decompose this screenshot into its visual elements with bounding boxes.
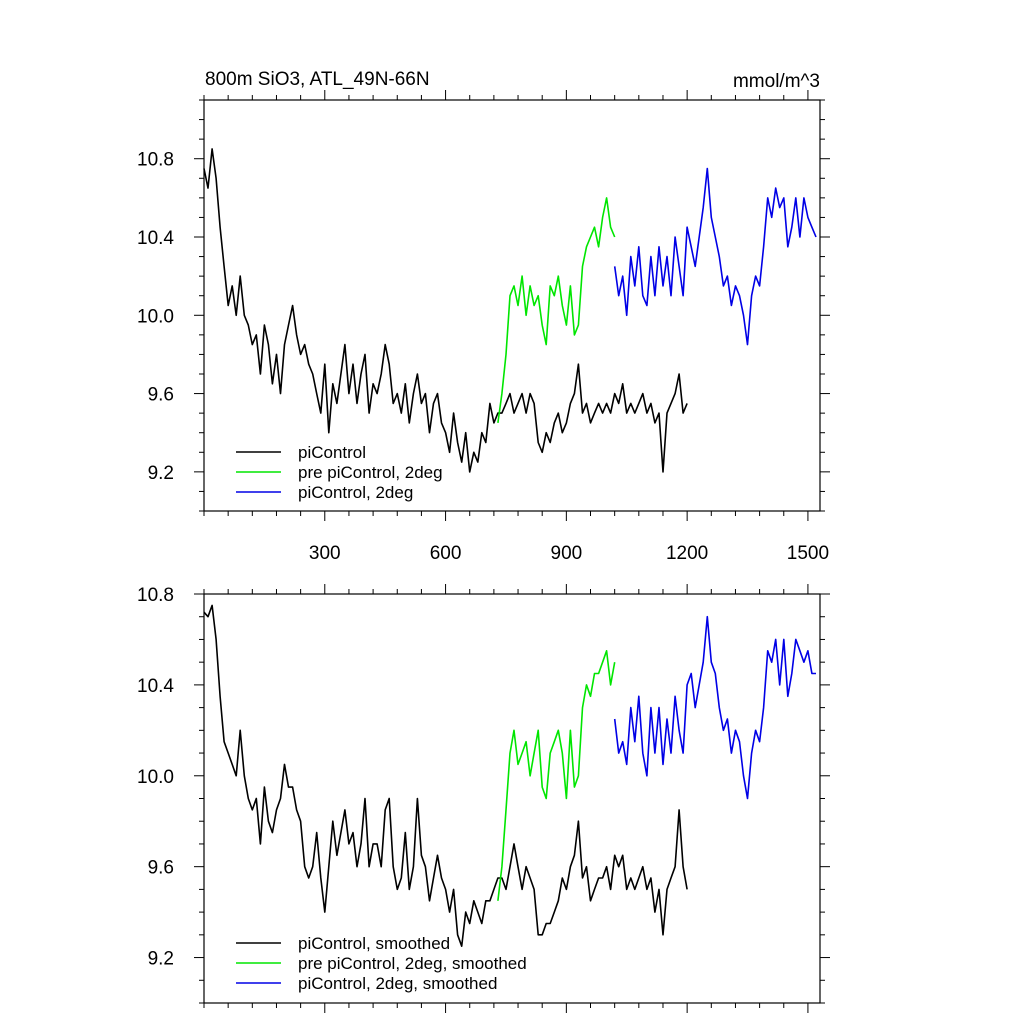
x-tick-label: 1500 xyxy=(787,543,829,564)
legend-label: pre piControl, 2deg, smoothed xyxy=(298,954,527,973)
x-tick-label: 300 xyxy=(309,543,341,564)
y-tick-label: 9.2 xyxy=(148,463,174,484)
chart-units: mmol/m^3 xyxy=(733,71,820,92)
series-line-2 xyxy=(613,167,817,346)
series-line-2 xyxy=(613,615,816,800)
y-tick-label: 10.4 xyxy=(137,228,174,249)
plot-frame xyxy=(203,99,821,512)
series-line-1 xyxy=(497,197,616,424)
x-tick-label: 900 xyxy=(551,543,583,564)
legend-label: pre piControl, 2deg xyxy=(298,463,443,482)
top-panel: 800m SiO3, ATL_49N-66N mmol/m^3 300 600 90… xyxy=(137,69,830,564)
y-tick-label: 9.2 xyxy=(148,949,174,970)
y-tick-label: 10.0 xyxy=(137,306,174,327)
y-tick-label: 10.8 xyxy=(137,150,174,171)
series-layer xyxy=(203,604,816,947)
axes-layer: 9.2 9.6 10.0 10.4 10.8 xyxy=(137,584,830,1013)
y-tick-label: 9.6 xyxy=(148,858,174,879)
plot-frame xyxy=(203,593,821,1004)
series-line-0 xyxy=(203,148,688,473)
legend-label: piControl, 2deg, smoothed xyxy=(298,974,497,993)
x-tick-label: 1200 xyxy=(666,543,708,564)
bottom-panel: 9.2 9.6 10.0 10.4 10.8 piControl, smoothedpr… xyxy=(137,584,830,1013)
series-line-1 xyxy=(497,650,616,901)
legend-label: piControl, 2deg xyxy=(298,483,413,502)
legend-label: piControl, smoothed xyxy=(298,934,450,953)
series-layer xyxy=(203,148,817,473)
y-tick-label: 10.0 xyxy=(137,767,174,788)
axes-layer: 300 600 900 1200 1500 9.2 9.6 10.0 10.4 10.8 xyxy=(137,90,830,564)
chart-title: 800m SiO3, ATL_49N-66N xyxy=(205,69,430,90)
y-tick-label: 10.4 xyxy=(137,676,174,697)
y-tick-label: 9.6 xyxy=(148,385,174,406)
y-tick-label: 10.8 xyxy=(137,585,174,606)
x-tick-label: 600 xyxy=(430,543,462,564)
legend-label: piControl xyxy=(298,443,366,462)
series-line-0 xyxy=(203,604,688,947)
